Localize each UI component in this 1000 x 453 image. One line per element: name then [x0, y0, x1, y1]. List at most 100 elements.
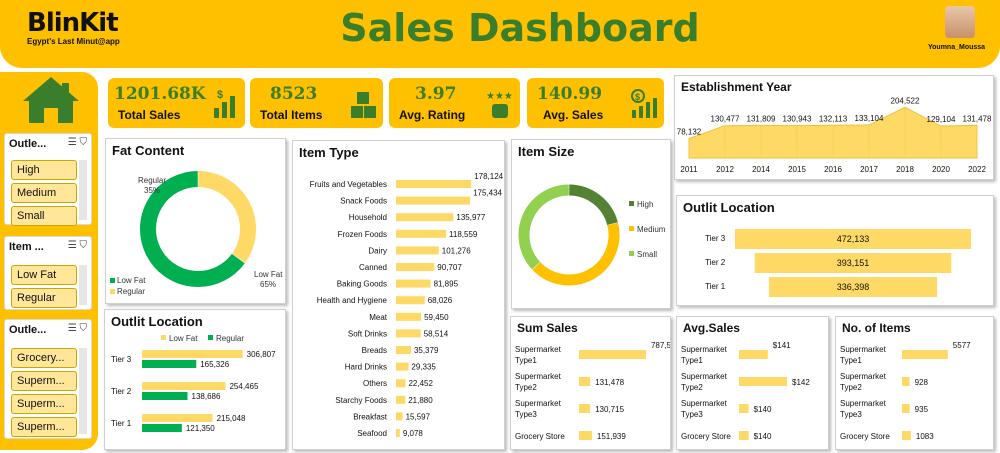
- funnel-bar: [754, 253, 952, 273]
- bar: [396, 395, 406, 404]
- category-label: Type1: [515, 356, 537, 365]
- category-label: Supermarket: [681, 399, 728, 408]
- category-label: Type3: [515, 410, 537, 419]
- data-label: 178,124: [474, 172, 503, 181]
- category-label: Type1: [681, 356, 703, 365]
- slicer-item-grocery[interactable]: Grocery...: [11, 348, 77, 368]
- data-label: Regular: [138, 176, 166, 185]
- home-button[interactable]: [6, 74, 96, 126]
- data-label: 472,133: [837, 234, 870, 244]
- data-label: 132,113: [819, 114, 848, 123]
- category-label: Supermarket: [681, 345, 728, 354]
- kpi-avg-sales: 140.99 Avg. Sales $: [527, 78, 664, 128]
- category-label: Supermarket: [840, 399, 887, 408]
- kpi-label: Total Sales: [118, 108, 181, 122]
- x-tick-label: 2022: [968, 165, 986, 174]
- category-label: Supermarket: [515, 399, 562, 408]
- bar: [142, 424, 182, 432]
- slicer-item-low-fat[interactable]: Low Fat: [11, 265, 77, 285]
- bar: [396, 279, 431, 288]
- bar: [902, 377, 910, 386]
- outlet-type-slicer[interactable]: Outle... ☰ ⛉ Grocery... Superm... Superm…: [4, 319, 92, 439]
- data-label: 35,379: [414, 346, 439, 355]
- category-label: Type3: [681, 410, 703, 419]
- category-label: Starchy Foods: [335, 396, 387, 405]
- data-label: 15,597: [406, 412, 431, 421]
- category-label: Tier 3: [111, 355, 132, 364]
- bar: [739, 404, 749, 413]
- fat-slice: [197, 171, 256, 263]
- filter-icon[interactable]: ☰ ⛉: [67, 240, 87, 251]
- panel-title: Item Type: [299, 145, 359, 160]
- bar: [396, 362, 409, 371]
- x-tick-label: 2014: [752, 165, 770, 174]
- kpi-avg-rating: 3.97 Avg. Rating ★★★: [389, 78, 520, 128]
- bar: [396, 329, 421, 338]
- data-label: 928: [915, 378, 929, 387]
- bar: [396, 312, 422, 321]
- funnel-bar: [734, 229, 972, 249]
- category-label: Type1: [840, 356, 862, 365]
- category-label: Supermarket: [840, 372, 887, 381]
- category-label: Grocery Store: [515, 432, 565, 441]
- data-label: 254,465: [229, 382, 258, 391]
- data-label: 935: [915, 405, 929, 414]
- data-label: 204,522: [891, 96, 920, 105]
- slicer-scrollbar[interactable]: [79, 265, 87, 305]
- fat-slice: [140, 171, 245, 287]
- bar: [396, 379, 406, 388]
- data-label: 306,807: [247, 350, 276, 359]
- kpi-value: 140.99: [537, 84, 603, 104]
- bar: [396, 196, 471, 205]
- outlet-fat-panel: Outlit Location Low Fat Regular Tier 3 306,…: [104, 309, 286, 450]
- no-items-panel: No. of Items Supermarket Type1 5577 Superma…: [835, 316, 994, 450]
- slicer-title: Outle...: [9, 324, 47, 336]
- data-label: 130,715: [595, 405, 624, 414]
- category-label: Canned: [359, 263, 387, 272]
- x-tick-label: 2011: [680, 165, 698, 174]
- data-label: 165,326: [200, 360, 229, 369]
- data-label: $140: [754, 405, 772, 414]
- x-tick-label: 2016: [824, 165, 842, 174]
- x-tick-label: 2020: [932, 165, 950, 174]
- slicer-scrollbar[interactable]: [79, 348, 87, 434]
- category-label: Household: [349, 213, 387, 222]
- filter-icon[interactable]: ☰ ⛉: [67, 137, 87, 148]
- slicer-item-regular[interactable]: Regular: [11, 288, 77, 308]
- category-label: Breakfast: [353, 412, 388, 421]
- slicer-item-small[interactable]: Small: [11, 206, 77, 226]
- data-label: 336,398: [837, 282, 870, 292]
- svg-text:$: $: [635, 92, 640, 102]
- category-label: Tier 1: [705, 282, 726, 291]
- filter-icon[interactable]: ☰ ⛉: [67, 323, 87, 334]
- establishment-area-chart: 78,132 2011 130,477 2012 131,809 2014 130,943 2…: [677, 96, 992, 174]
- data-label: 5577: [953, 341, 971, 350]
- outlet-size-slicer[interactable]: Outle... ☰ ⛉ High Medium Small: [4, 133, 92, 226]
- slicer-item-high[interactable]: High: [11, 160, 77, 180]
- category-label: Hard Drinks: [345, 363, 387, 372]
- data-label: 131,809: [747, 114, 776, 123]
- data-label: 29,335: [411, 363, 436, 372]
- panel-title: Avg.Sales: [683, 321, 740, 335]
- category-label: Seafood: [357, 429, 387, 438]
- svg-text:$: $: [217, 89, 223, 101]
- slicer-scrollbar[interactable]: [79, 160, 87, 220]
- slicer-item-supermarket1[interactable]: Superm...: [11, 371, 77, 391]
- category-label: Type2: [515, 383, 537, 392]
- category-label: Tier 2: [705, 258, 726, 267]
- item-size-donut: High Medium Small: [518, 184, 666, 286]
- panel-title: Establishment Year: [681, 80, 792, 94]
- item-size-panel: Item Size High Medium Small: [511, 139, 671, 309]
- legend-swatch: [629, 226, 634, 231]
- bar: [579, 404, 591, 413]
- avatar: [945, 6, 975, 38]
- slicer-item-supermarket3[interactable]: Superm...: [11, 417, 77, 437]
- slicer-item-supermarket2[interactable]: Superm...: [11, 394, 77, 414]
- slicer-item-medium[interactable]: Medium: [11, 183, 77, 203]
- data-label: 21,880: [408, 396, 433, 405]
- avg-sales-panel: Avg.Sales Supermarket Type1 $141 Supermarke…: [676, 316, 829, 450]
- bar: [396, 296, 425, 305]
- bar: [142, 382, 226, 390]
- item-fat-slicer[interactable]: Item ... ☰ ⛉ Low Fat Regular: [4, 236, 92, 310]
- panel-title: No. of Items: [842, 321, 911, 335]
